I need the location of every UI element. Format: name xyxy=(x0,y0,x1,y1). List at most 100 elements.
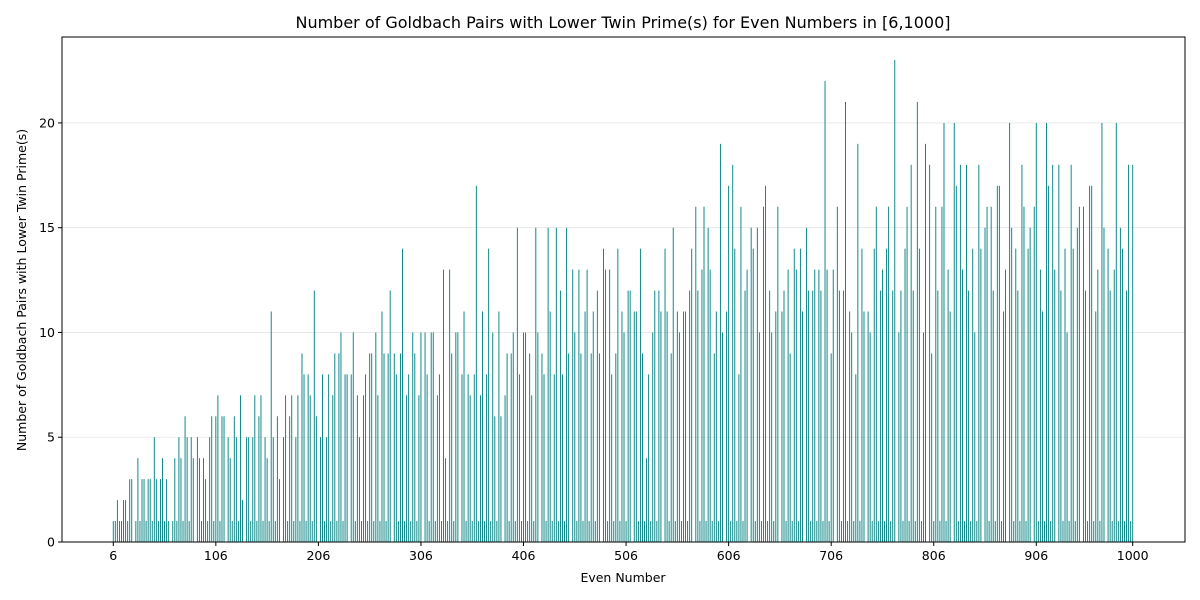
bar xyxy=(1089,185,1091,542)
bar xyxy=(719,143,721,542)
bar xyxy=(978,164,980,542)
bar xyxy=(617,248,619,542)
bar xyxy=(440,521,442,542)
bar xyxy=(498,311,500,542)
bar xyxy=(334,353,336,542)
bar xyxy=(1050,521,1052,542)
bar xyxy=(810,521,812,542)
x-tick-label: 806 xyxy=(922,548,946,563)
bar xyxy=(496,521,498,542)
bar xyxy=(490,521,492,542)
bar xyxy=(322,374,323,542)
bar xyxy=(410,521,412,542)
bar xyxy=(389,290,391,542)
bar xyxy=(787,269,789,542)
bar xyxy=(371,353,373,542)
bar xyxy=(508,521,510,542)
bar xyxy=(1023,206,1025,542)
bar xyxy=(451,353,453,542)
bar xyxy=(974,332,976,542)
bar xyxy=(289,416,291,542)
x-tick-label: 306 xyxy=(409,548,433,563)
bar xyxy=(923,332,924,542)
bar xyxy=(533,521,535,542)
bar xyxy=(1101,122,1103,542)
x-tick-label: 706 xyxy=(819,548,843,563)
bar xyxy=(996,185,998,542)
bar xyxy=(758,332,760,542)
bar xyxy=(352,332,354,542)
bar xyxy=(699,521,701,542)
bar xyxy=(1066,332,1068,542)
bar xyxy=(184,416,186,542)
bar xyxy=(822,521,824,542)
bar xyxy=(797,521,799,542)
bar xyxy=(824,81,826,542)
bar xyxy=(1124,521,1125,542)
bar xyxy=(514,521,516,542)
bar xyxy=(937,290,939,542)
bar xyxy=(555,227,557,543)
bar xyxy=(816,521,818,542)
bar xyxy=(754,521,756,542)
bar xyxy=(219,521,221,542)
bar xyxy=(1058,164,1060,542)
bar xyxy=(447,521,449,542)
bar xyxy=(894,60,896,542)
bar xyxy=(736,521,738,542)
x-tick-label: 206 xyxy=(306,548,330,563)
bar xyxy=(397,521,399,542)
bar xyxy=(984,227,986,543)
bar xyxy=(336,521,338,542)
bar xyxy=(1126,290,1128,542)
bar xyxy=(806,227,808,543)
bar xyxy=(668,521,670,542)
bar xyxy=(767,521,769,542)
bar xyxy=(155,479,157,542)
bar xyxy=(990,206,992,542)
bar xyxy=(1035,122,1037,542)
bar xyxy=(812,290,814,542)
bar xyxy=(381,311,383,542)
bar xyxy=(676,311,678,542)
bar xyxy=(598,353,600,542)
bar xyxy=(412,332,414,542)
bar xyxy=(672,227,674,543)
bar xyxy=(574,332,576,542)
bar xyxy=(914,521,916,542)
x-tick-label: 6 xyxy=(109,548,117,563)
bar xyxy=(547,227,549,543)
bar xyxy=(324,521,326,542)
bar xyxy=(572,269,574,542)
bar xyxy=(584,311,586,542)
bar xyxy=(1064,248,1066,542)
bar xyxy=(964,521,965,542)
bar xyxy=(258,416,260,542)
bar xyxy=(785,521,787,542)
bar xyxy=(826,269,828,542)
bar xyxy=(1078,206,1080,542)
bar xyxy=(518,374,520,542)
bar xyxy=(775,311,777,542)
bar xyxy=(510,353,512,542)
bar xyxy=(395,374,397,542)
bar xyxy=(176,521,178,542)
bar xyxy=(703,206,705,542)
bar xyxy=(912,290,914,542)
x-tick-label: 406 xyxy=(512,548,536,563)
bar xyxy=(235,437,237,542)
bar xyxy=(305,521,307,542)
bar xyxy=(313,290,315,542)
bar xyxy=(162,458,163,542)
bar xyxy=(658,290,660,542)
bar xyxy=(793,248,795,542)
bar xyxy=(619,521,621,542)
bar xyxy=(888,206,890,542)
bar xyxy=(432,332,434,542)
bar xyxy=(149,479,151,542)
bar xyxy=(354,521,356,542)
bar xyxy=(916,101,918,543)
bar xyxy=(1019,521,1021,542)
bar xyxy=(299,521,301,542)
